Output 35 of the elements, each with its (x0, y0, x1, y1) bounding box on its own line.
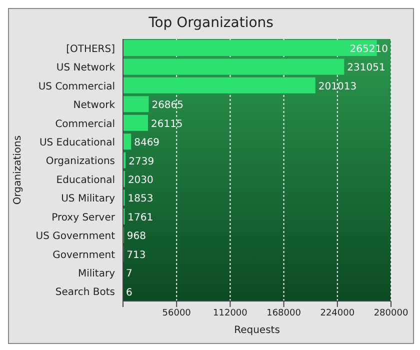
y-tick-label: US Military (61, 194, 116, 205)
data-label: 968 (126, 231, 146, 242)
y-tick-label: US Government (36, 231, 116, 242)
y-tick-label: Network (73, 100, 116, 112)
x-tick-label: 112000 (213, 308, 248, 318)
y-tick-label: US Commercial (38, 81, 115, 92)
y-tick-label: Government (52, 250, 116, 261)
y-tick-label: US Network (56, 62, 116, 74)
data-label: 7 (126, 268, 132, 280)
y-tick-label: [OTHERS] (66, 44, 116, 55)
x-tick-label: 280000 (374, 308, 408, 318)
data-label: 26115 (150, 118, 183, 130)
data-label: 2739 (128, 156, 154, 168)
data-label: 1853 (128, 194, 154, 205)
y-tick-label: Educational (56, 174, 115, 186)
data-label: 713 (126, 250, 146, 261)
y-tick-label: US Educational (39, 137, 115, 148)
data-label: 1761 (128, 212, 154, 224)
data-label: 231051 (347, 62, 386, 74)
data-label: 26865 (152, 100, 184, 112)
data-label: 8469 (134, 138, 160, 149)
x-axis-title: Requests (234, 325, 280, 336)
data-label: 201013 (318, 81, 357, 92)
x-tick-label: 56000 (162, 308, 192, 318)
x-tick-label: 224000 (320, 308, 355, 318)
y-tick-label: Proxy Server (52, 212, 116, 224)
y-tick-label: Commercial (55, 118, 115, 130)
y-tick-label: Organizations (46, 156, 115, 168)
data-label: 6 (126, 287, 132, 298)
y-tick-label: Military (78, 268, 116, 280)
data-label: 2030 (128, 175, 154, 186)
chart-title: Top Organizations (148, 15, 274, 31)
data-label: 265210 (350, 44, 388, 55)
y-tick-label: Search Bots (55, 287, 115, 298)
x-tick-label: 168000 (266, 308, 302, 318)
